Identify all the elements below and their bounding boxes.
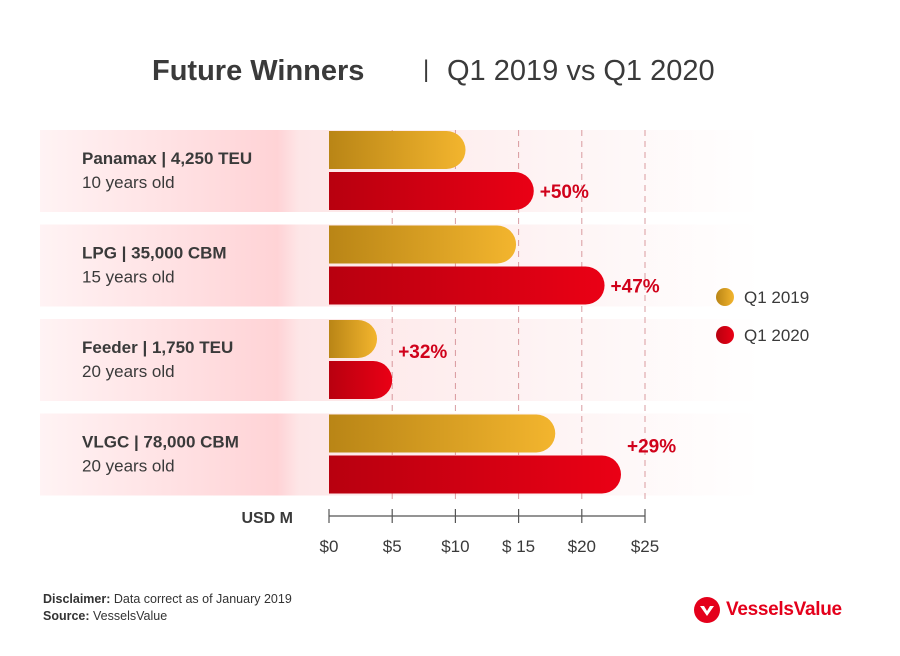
legend-label: Q1 2020 [744,326,809,345]
legend-swatch [716,288,734,306]
footer: Disclaimer: Data correct as of January 2… [43,591,292,625]
x-tick-label: $20 [568,537,596,556]
logo-text: VesselsValue [726,599,842,620]
title-separator: | [423,56,429,83]
chart-subtitle: Q1 2019 vs Q1 2020 [447,55,715,87]
category-label: Feeder | 1,750 TEU [82,338,233,357]
x-tick-label: $10 [441,537,469,556]
bar-q1-2020 [329,266,605,305]
category-label: Panamax | 4,250 TEU [82,149,252,168]
category-age-label: 20 years old [82,457,175,476]
disclaimer-label: Disclaimer: [43,592,111,606]
bar-q1-2020 [329,172,534,210]
bar-q1-2019 [329,225,517,264]
change-label: +29% [627,437,676,458]
vesselsvalue-logo-icon [694,597,720,623]
category-age-label: 15 years old [82,268,175,287]
bar-q1-2020 [329,455,621,494]
bar-q1-2020 [329,361,393,399]
source-text: VesselsValue [93,609,168,623]
change-label: +47% [611,277,660,298]
category-band [40,319,760,401]
legend-label: Q1 2019 [744,288,809,307]
chart-title: Future Winners [152,55,364,87]
x-tick-label: $5 [383,537,402,556]
bar-q1-2019 [329,320,378,358]
change-label: +32% [398,342,447,363]
logo: VesselsValue [694,597,842,623]
category-label: LPG | 35,000 CBM [82,244,227,263]
bar-q1-2019 [329,131,466,169]
change-label: +50% [540,182,589,203]
legend-swatch [716,326,734,344]
x-tick-label: $0 [320,537,339,556]
disclaimer-text: Data correct as of January 2019 [113,592,292,606]
x-axis-label: USD M [241,510,293,527]
source-label: Source: [43,609,90,623]
x-tick-label: $ 15 [502,537,535,556]
disclaimer: Disclaimer: Data correct as of January 2… [43,591,292,608]
source: Source: VesselsValue [43,608,292,625]
bar-q1-2019 [329,414,556,453]
category-age-label: 10 years old [82,173,175,192]
category-age-label: 20 years old [82,362,175,381]
x-tick-label: $25 [631,537,659,556]
category-label: VLGC | 78,000 CBM [82,433,239,452]
